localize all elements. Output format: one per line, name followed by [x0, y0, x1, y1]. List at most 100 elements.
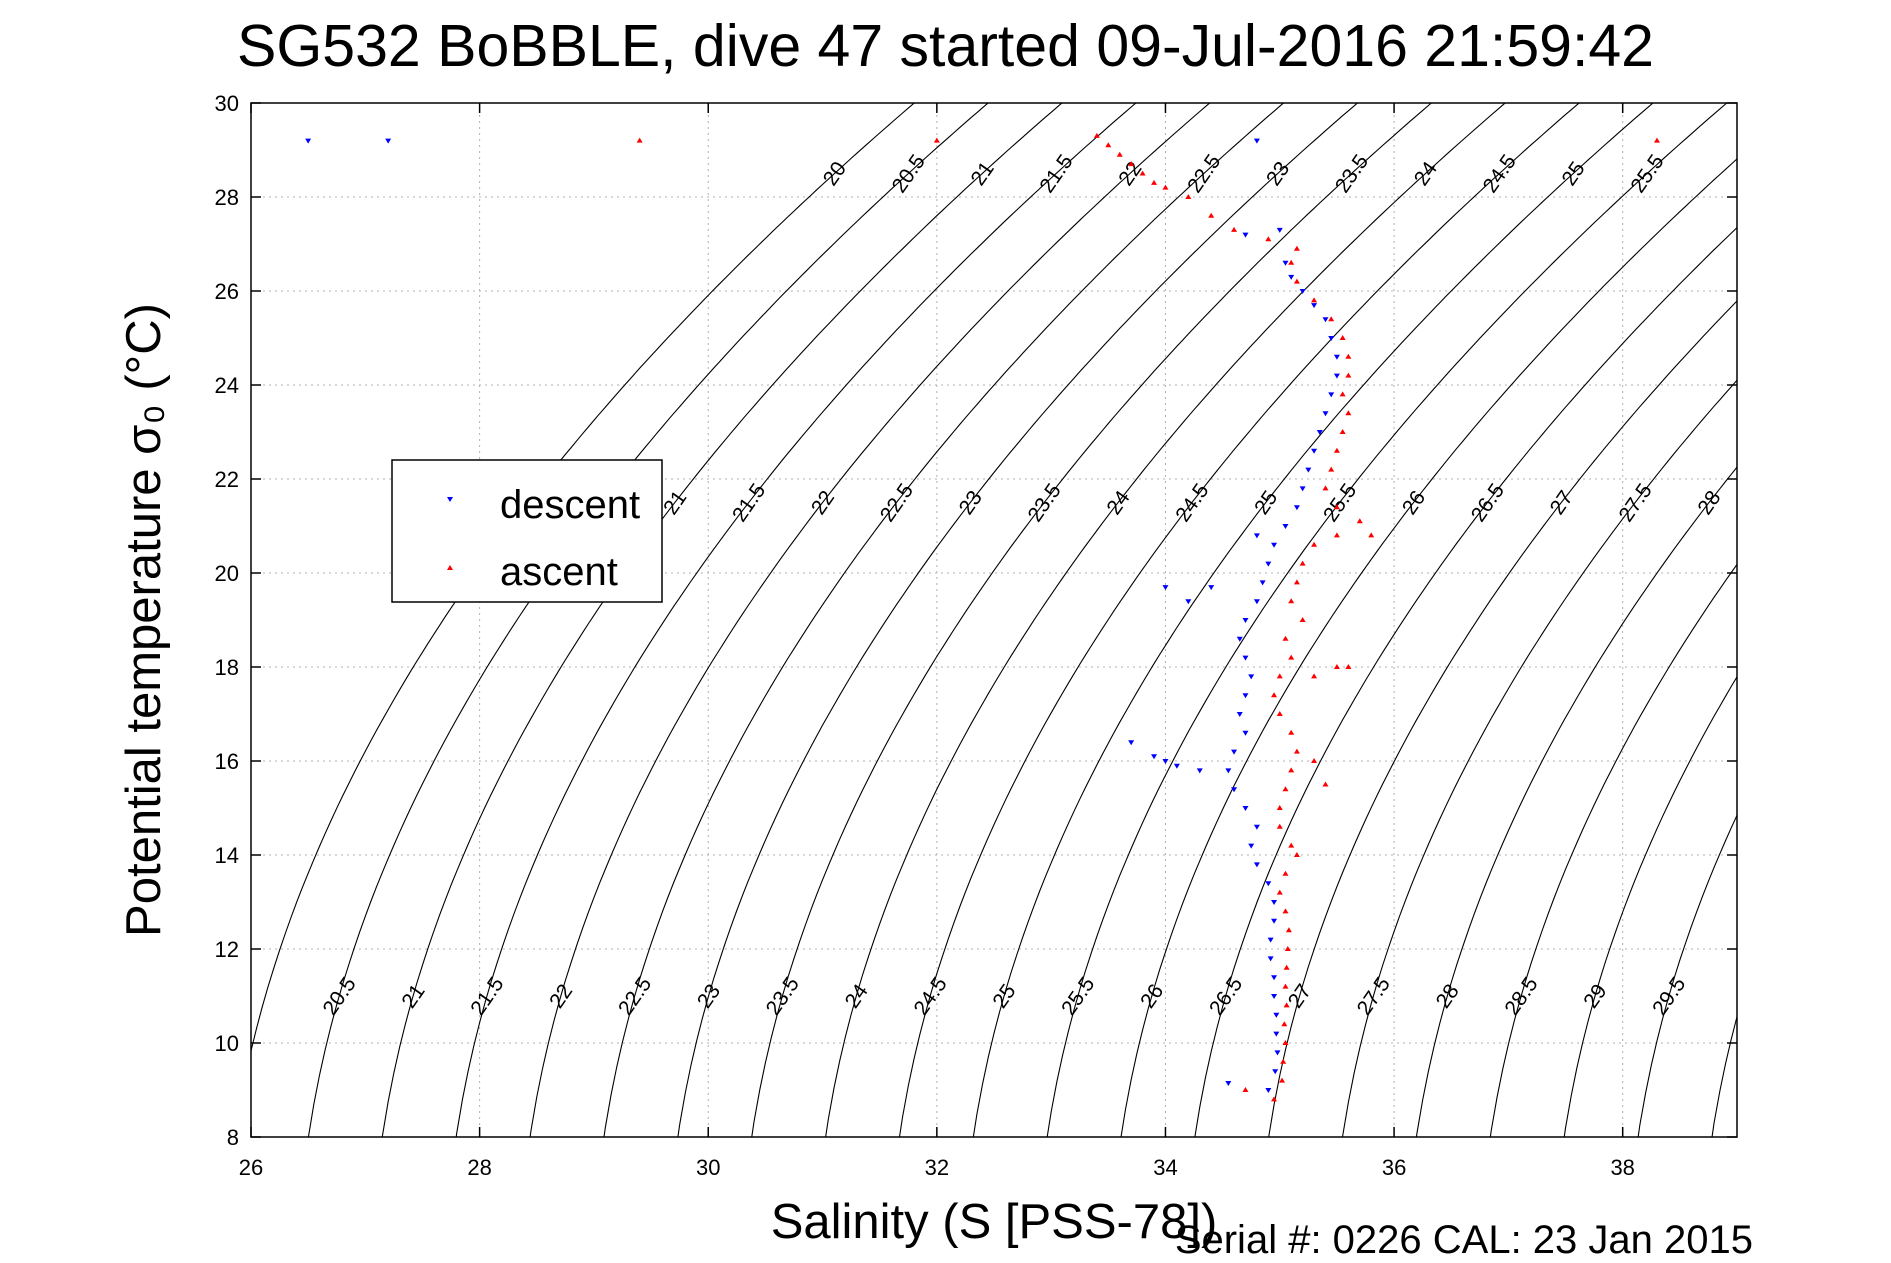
isopycnal-label: 23.5	[762, 973, 804, 1020]
ascent-point	[1284, 946, 1291, 951]
y-tick-label: 24	[215, 373, 239, 398]
ascent-point	[1282, 1040, 1289, 1045]
ascent-point	[1345, 664, 1352, 669]
isopycnal-label: 21	[397, 980, 429, 1012]
descent-point	[1162, 585, 1169, 591]
ascent-point	[1345, 410, 1352, 416]
isopycnal-label: 21.5	[1035, 150, 1077, 197]
descent-point	[1242, 618, 1249, 623]
descent-point	[1253, 824, 1260, 830]
legend-descent-marker	[447, 497, 453, 502]
descent-point	[1299, 289, 1306, 294]
descent-point	[1322, 411, 1329, 417]
isopycnal-label: 29.5	[1648, 973, 1690, 1020]
ascent-point	[1162, 184, 1169, 190]
ascent-point	[1299, 617, 1306, 622]
isopycnal-label: 27.5	[1353, 973, 1395, 1020]
chart-title: SG532 BoBBLE, dive 47 started 09-Jul-201…	[237, 13, 1654, 79]
isopycnal-label: 24	[1102, 486, 1134, 519]
descent-point	[1231, 787, 1238, 793]
ascent-point	[1339, 335, 1346, 340]
isopycnal-line	[1120, 158, 1737, 1137]
ascent-point	[1333, 532, 1340, 538]
descent-point	[1271, 900, 1278, 905]
ascent-point	[1271, 692, 1278, 698]
descent-point	[1276, 227, 1283, 233]
isopycnal-label: 21	[659, 487, 691, 519]
descent-point	[1242, 806, 1249, 811]
isopycnal-line	[1268, 300, 1737, 1137]
descent-point	[1151, 754, 1158, 760]
ascent-point	[1333, 664, 1340, 669]
isopycnal-line	[1046, 103, 1728, 1137]
x-tick-label: 32	[925, 1155, 949, 1180]
descent-point	[1272, 1069, 1279, 1075]
isopycnal-label: 26	[1136, 980, 1168, 1012]
ascent-point	[1339, 391, 1346, 397]
isopycnal-label: 25	[988, 980, 1020, 1012]
ascent-point	[1339, 429, 1346, 434]
descent-point	[1282, 260, 1289, 266]
ascent-point	[1285, 927, 1292, 933]
descent-point	[1253, 533, 1260, 539]
ascent-point	[1333, 504, 1340, 510]
isopycnal-label: 23	[693, 980, 725, 1012]
y-tick-label: 16	[215, 749, 239, 774]
isopycnal-label: 26	[1398, 487, 1430, 519]
y-tick-label: 10	[215, 1031, 239, 1056]
y-tick-label: 12	[215, 937, 239, 962]
legend-ascent-label: ascent	[500, 550, 618, 594]
isopycnal-label: 20.5	[888, 150, 930, 197]
isopycnal-label: 22.5	[614, 973, 656, 1020]
ascent-point	[636, 137, 643, 143]
ascent-point	[1322, 485, 1329, 491]
ascent-point	[1311, 541, 1318, 547]
ascent-point	[1311, 297, 1318, 303]
x-tick-label: 36	[1382, 1155, 1406, 1180]
ascent-point	[1345, 372, 1352, 378]
descent-point	[1185, 599, 1192, 605]
ascent-point	[1281, 1021, 1288, 1027]
descent-point	[1265, 561, 1272, 567]
descent-point	[1128, 740, 1135, 746]
ascent-point	[1368, 532, 1375, 538]
isopycnal-label: 22.5	[876, 479, 918, 526]
descent-point	[1333, 354, 1340, 360]
ascent-point	[1282, 870, 1289, 876]
isopycnal-line	[1415, 466, 1737, 1137]
ascent-point	[1333, 447, 1340, 453]
ascent-point	[1242, 1087, 1249, 1092]
x-tick-label: 34	[1153, 1155, 1177, 1180]
descent-point	[1267, 937, 1274, 943]
descent-point	[1273, 1012, 1280, 1018]
descent-point	[1271, 542, 1278, 548]
isopycnal-label: 22	[545, 980, 577, 1012]
descent-point	[1316, 430, 1323, 435]
descent-point	[1265, 881, 1272, 887]
descent-point	[1273, 1031, 1280, 1037]
ascent-point	[1093, 132, 1100, 138]
descent-point	[1259, 580, 1266, 586]
descent-point	[1328, 336, 1335, 341]
descent-point	[1248, 674, 1255, 680]
descent-point	[1242, 232, 1249, 238]
ascent-point	[1288, 767, 1295, 773]
isopycnal-label: 21.5	[466, 973, 508, 1020]
isopycnal-label: 24	[841, 980, 873, 1013]
descent-point	[1322, 317, 1329, 323]
ascent-point	[1265, 236, 1272, 242]
descent-point	[1328, 392, 1335, 398]
ascent-point	[1293, 852, 1300, 857]
y-tick-label: 14	[215, 843, 239, 868]
descent-point	[1248, 843, 1255, 849]
isopycnal-label: 26.5	[1467, 479, 1509, 526]
descent-point	[1293, 505, 1300, 511]
descent-point	[1242, 693, 1249, 699]
ascent-point	[1282, 786, 1289, 792]
ascent-point	[1276, 823, 1283, 829]
isopycnal-line	[898, 103, 1580, 1137]
y-tick-label: 26	[215, 279, 239, 304]
ascent-point	[1299, 560, 1306, 566]
plot-frame	[250, 102, 1738, 1138]
